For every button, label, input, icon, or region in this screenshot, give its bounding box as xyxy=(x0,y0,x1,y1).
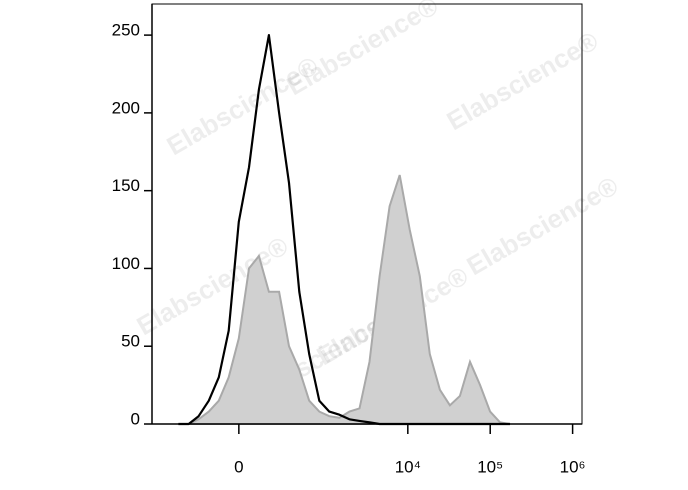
x-tick-label: 10⁴ xyxy=(395,457,421,476)
histogram-area xyxy=(178,174,511,425)
x-tick-label: 0 xyxy=(234,457,243,476)
y-tick-label: 50 xyxy=(121,332,140,351)
x-tick-label: 10⁵ xyxy=(477,457,503,476)
x-tick-label: 10⁶ xyxy=(560,457,586,476)
y-tick-label: 200 xyxy=(112,98,140,117)
y-tick-label: 0 xyxy=(131,409,140,428)
y-tick-label: 150 xyxy=(112,176,140,195)
y-tick-label: 250 xyxy=(112,21,140,40)
y-tick-label: 100 xyxy=(112,254,140,273)
